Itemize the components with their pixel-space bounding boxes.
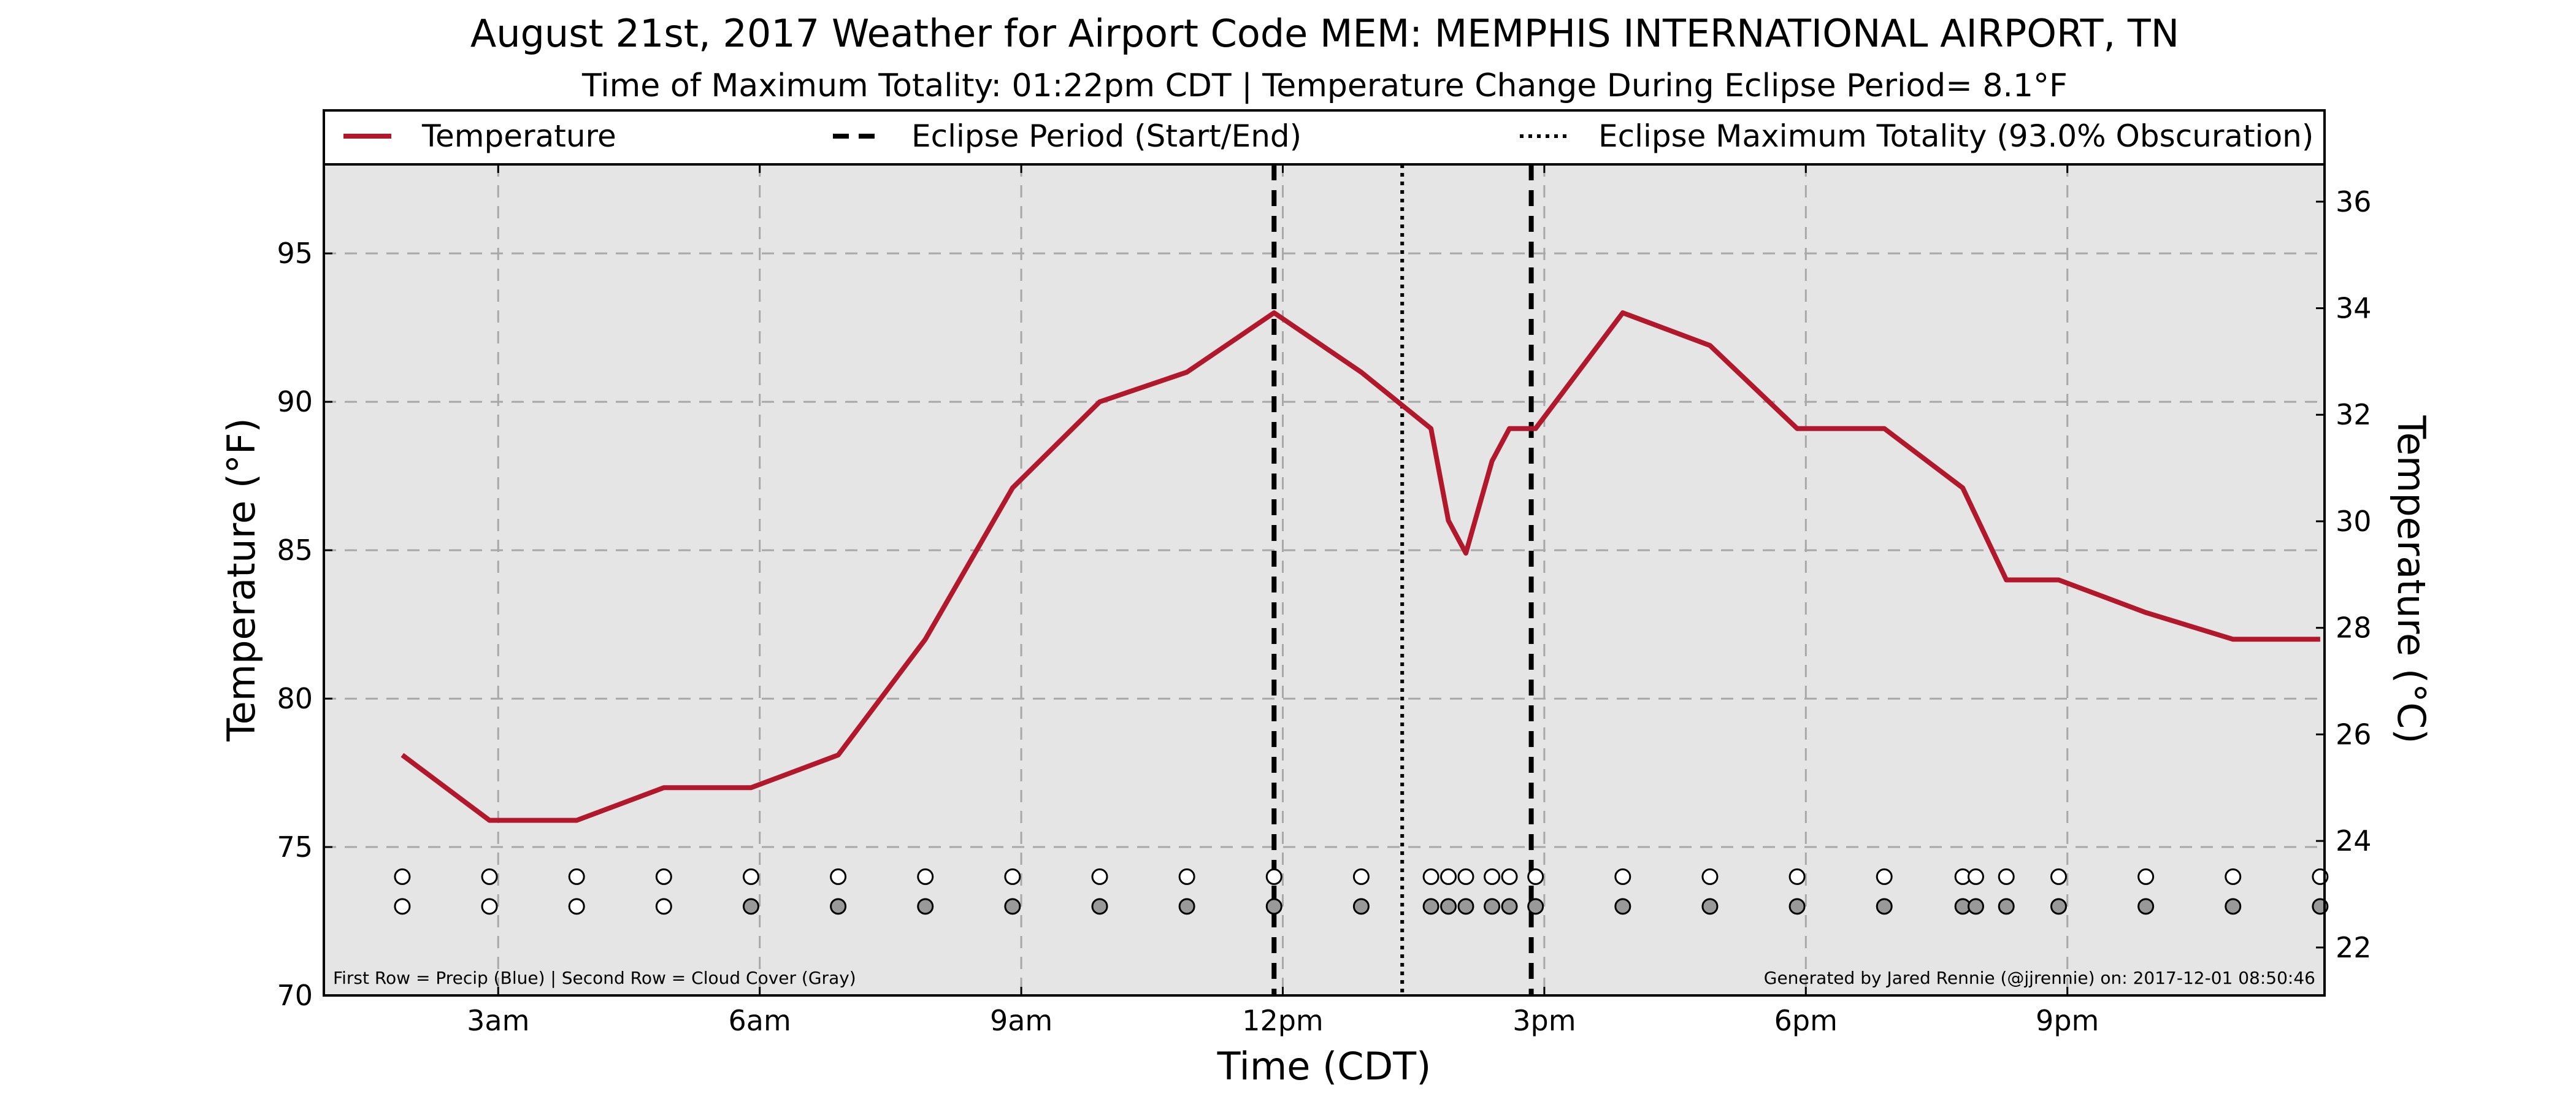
cloud-marker-12 [1422,898,1439,915]
cloud-marker-16 [1501,898,1518,915]
cloud-marker-8 [1091,898,1108,915]
precip-marker-21 [1876,868,1893,885]
cloud-marker-23 [1967,898,1984,915]
cloud-marker-3 [655,898,672,915]
cloud-marker-11 [1352,898,1370,915]
precip-marker-16 [1501,868,1518,885]
y2-axis-ticks: 22 24 26 28 30 32 34 36 [2316,185,2372,964]
precip-marker-11 [1352,868,1370,885]
cloud-marker-15 [1484,898,1501,915]
precip-marker-25 [2050,868,2067,885]
cloud-marker-20 [1788,898,1806,915]
y2-tick-label-6: 34 [2336,292,2372,325]
legend-temperature-label: Temperature [421,118,616,154]
cloud-marker-14 [1457,898,1474,915]
cloud-marker-19 [1701,898,1719,915]
y2-tick-label-3: 28 [2336,611,2372,645]
x-axis-ticks: 3am 6am 9am 12pm 3pm 6pm 9pm [467,164,2099,1037]
cloud-marker-18 [1614,898,1631,915]
legend-max-totality-label: Eclipse Maximum Totality (93.0% Obscurat… [1598,118,2313,154]
x-tick-label-1: 6am [729,1004,791,1037]
temperature-series-line [401,310,2320,823]
precip-marker-3 [655,868,672,885]
x-tick-label-0: 3am [467,1004,529,1037]
cloud-marker-21 [1876,898,1893,915]
cloud-marker-4 [742,898,759,915]
y-axis-label: Temperature (°F) [219,418,264,742]
precip-marker-10 [1265,868,1282,885]
eclipse-lines [1271,164,1534,995]
y2-tick-label-4: 30 [2336,505,2372,538]
cloud-marker-26 [2137,898,2155,915]
y-tick-label-4: 90 [277,385,313,418]
cloud-marker-13 [1440,898,1457,915]
precip-marker-7 [1004,868,1021,885]
cloud-marker-1 [481,898,498,915]
chart-subtitle: Time of Maximum Totality: 01:22pm CDT | … [581,67,2068,104]
precip-marker-6 [917,868,934,885]
precip-marker-17 [1527,868,1544,885]
cloud-marker-0 [394,898,411,915]
precip-marker-18 [1614,868,1631,885]
y2-axis-label: Temperature (°C) [2389,415,2434,743]
legend-box: Temperature Eclipse Period (Start/End) E… [323,109,2326,166]
precip-marker-9 [1178,868,1195,885]
precip-marker-26 [2137,868,2155,885]
y-axis-ticks: 70 75 80 85 90 95 [277,237,332,1012]
precip-marker-13 [1440,868,1457,885]
legend-eclipse-period-label: Eclipse Period (Start/End) [911,118,1301,154]
cloud-marker-6 [917,898,934,915]
precip-marker-4 [742,868,759,885]
cloud-marker-5 [830,898,847,915]
y2-tick-label-1: 24 [2336,824,2372,857]
cloud-marker-7 [1004,898,1021,915]
precip-marker-15 [1484,868,1501,885]
cloud-marker-9 [1178,898,1195,915]
x-axis-label: Time (CDT) [1217,1044,1432,1089]
cloud-marker-25 [2050,898,2067,915]
x-tick-label-5: 6pm [1774,1004,1838,1037]
precip-marker-5 [830,868,847,885]
cloud-marker-27 [2225,898,2242,915]
y2-tick-label-7: 36 [2336,185,2372,218]
precip-marker-14 [1457,868,1474,885]
y2-tick-label-0: 22 [2336,931,2372,964]
grid-lines [324,164,2325,997]
cloud-marker-2 [568,898,585,915]
footnote-left: First Row = Precip (Blue) | Second Row =… [333,968,856,988]
cloud-marker-10 [1265,898,1282,915]
chart-title: August 21st, 2017 Weather for Airport Co… [470,11,2179,56]
cloud-marker-17 [1527,898,1544,915]
precip-marker-19 [1701,868,1719,885]
y2-tick-label-5: 32 [2336,398,2372,431]
y-tick-label-1: 75 [277,830,313,864]
precip-marker-1 [481,868,498,885]
precip-marker-12 [1422,868,1439,885]
precip-marker-2 [568,868,585,885]
x-tick-label-3: 12pm [1242,1004,1324,1037]
x-tick-label-4: 3pm [1512,1004,1576,1037]
cloud-marker-24 [1998,898,2015,915]
y-tick-label-0: 70 [277,979,313,1012]
precip-marker-23 [1967,868,1984,885]
precip-marker-27 [2225,868,2242,885]
precip-marker-8 [1091,868,1108,885]
precip-marker-20 [1788,868,1806,885]
precip-marker-0 [394,868,411,885]
legend-frame [323,109,2326,166]
x-tick-label-6: 9pm [2036,1004,2099,1037]
y-tick-label-5: 95 [277,237,313,270]
y2-tick-label-2: 26 [2336,718,2372,751]
y-tick-label-2: 80 [277,682,313,715]
precip-marker-24 [1998,868,2015,885]
y-tick-label-3: 85 [277,534,313,567]
plot-area [324,164,2325,995]
footnote-right: Generated by Jared Rennie (@jjrennie) on… [1764,968,2315,988]
x-tick-label-2: 9am [990,1004,1052,1037]
